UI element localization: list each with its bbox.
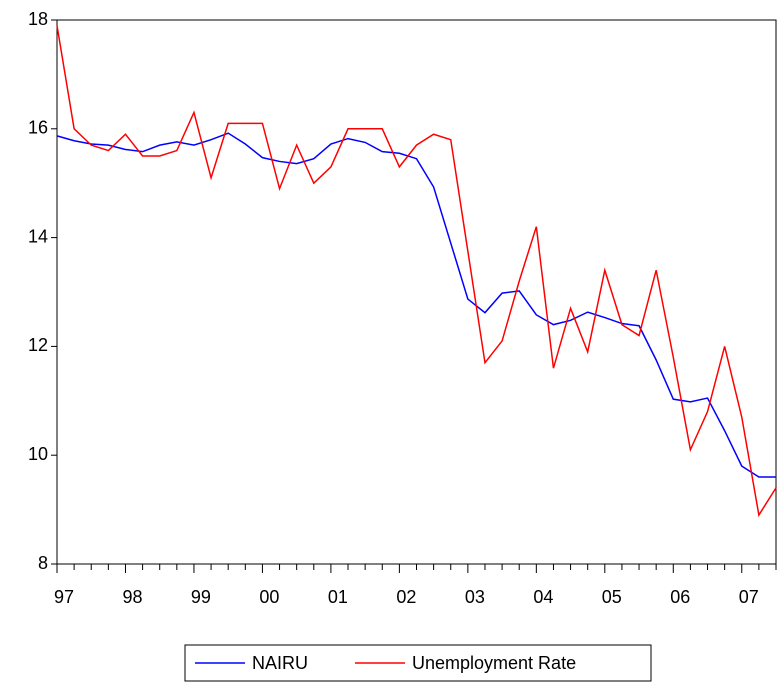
legend-box (184, 644, 652, 682)
y-tick-label: 10 (28, 444, 48, 464)
series-line (56, 25, 777, 518)
y-tick-label: 18 (28, 9, 48, 29)
x-tick-label: 00 (259, 587, 279, 607)
plot-frame (56, 19, 777, 565)
x-tick-label: 07 (739, 587, 759, 607)
x-tick-label: 05 (602, 587, 622, 607)
x-tick-label: 04 (533, 587, 553, 607)
y-tick-label: 12 (28, 335, 48, 355)
x-tick-label: 01 (328, 587, 348, 607)
y-tick-label: 14 (28, 226, 48, 246)
legend: NAIRU Unemployment Rate (184, 644, 652, 682)
y-tick-label: 8 (38, 553, 48, 573)
x-tick-label: 97 (54, 587, 74, 607)
x-tick-label: 98 (122, 587, 142, 607)
y-tick-label: 16 (28, 118, 48, 138)
legend-label: NAIRU (252, 653, 308, 673)
x-tick-label: 03 (465, 587, 485, 607)
series-line (56, 132, 776, 478)
x-tick-label: 02 (396, 587, 416, 607)
x-tick-label: 06 (670, 587, 690, 607)
x-tick-label: 99 (191, 587, 211, 607)
legend-label: Unemployment Rate (412, 653, 576, 673)
